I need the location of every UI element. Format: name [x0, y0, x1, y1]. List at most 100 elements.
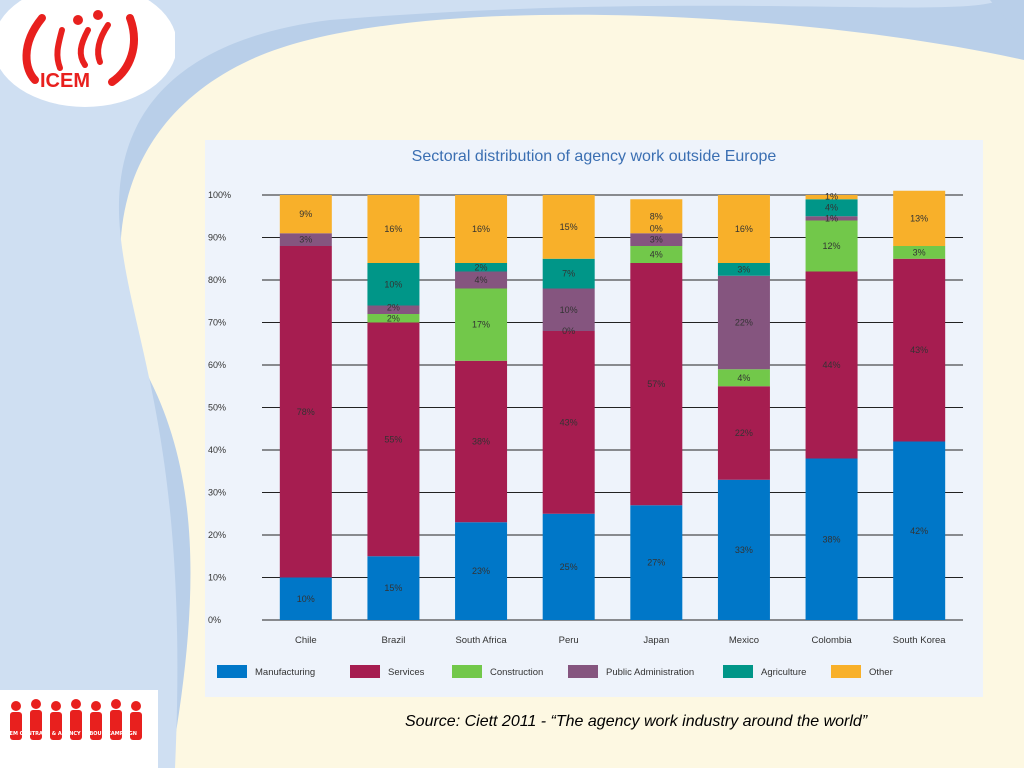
data-label: 16%: [472, 224, 490, 234]
data-label: 42%: [910, 526, 928, 536]
data-label: 15%: [560, 222, 578, 232]
x-tick-label: Brazil: [382, 635, 406, 646]
y-tick-label: 70%: [208, 318, 226, 328]
legend-swatch: [217, 665, 247, 678]
data-label: 27%: [647, 558, 665, 568]
data-label: 23%: [472, 566, 490, 576]
legend-label: Other: [869, 667, 893, 678]
bar-segment-manufacturing: [542, 513, 595, 620]
data-label: 1%: [825, 213, 838, 223]
bar-segment-services: [367, 322, 420, 557]
bar-segment-other: [279, 195, 332, 234]
data-label: 0%: [650, 224, 663, 234]
logo-text: ICEM: [40, 70, 90, 92]
bar-segment-services: [279, 246, 332, 578]
bar-segment-other: [630, 199, 683, 234]
data-label: 4%: [475, 275, 488, 285]
bar-segment-manufacturing: [630, 505, 683, 620]
data-label: 3%: [913, 247, 926, 257]
data-label: 22%: [735, 428, 753, 438]
data-label: 12%: [823, 241, 841, 251]
data-label: 22%: [735, 318, 753, 328]
bar-segment-public-administration: [455, 271, 508, 289]
data-label: 57%: [647, 379, 665, 389]
bar-segment-construction: [893, 246, 946, 259]
chart-title: Sectoral distribution of agency work out…: [412, 148, 777, 165]
bar-segment-public-administration: [542, 288, 595, 331]
data-label: 7%: [562, 269, 575, 279]
y-tick-label: 50%: [208, 403, 226, 413]
bar-segment-manufacturing: [367, 556, 420, 620]
y-tick-label: 60%: [208, 360, 226, 370]
data-label: 4%: [650, 250, 663, 260]
bar-segment-services: [630, 263, 683, 506]
svg-text:ICEM CONTRACT & AGENCY LABOUR: ICEM CONTRACT & AGENCY LABOUR CAMPAIGN: [4, 731, 137, 737]
bar-segment-agriculture: [717, 263, 770, 276]
campaign-logo: ICEM CONTRACT & AGENCY LABOUR CAMPAIGN: [0, 690, 158, 768]
bar-segment-manufacturing: [279, 577, 332, 620]
bar-segment-construction: [455, 288, 508, 361]
y-tick-label: 20%: [208, 530, 226, 540]
bar-segment-construction: [805, 220, 858, 272]
data-label: 15%: [384, 583, 402, 593]
bar-segment-public-administration: [630, 233, 683, 246]
data-label: 13%: [910, 213, 928, 223]
y-tick-label: 40%: [208, 445, 226, 455]
bar-segment-agriculture: [367, 263, 420, 306]
data-label: 17%: [472, 320, 490, 330]
x-tick-label: Chile: [295, 635, 317, 646]
data-label: 10%: [384, 279, 402, 289]
legend-swatch: [568, 665, 598, 678]
data-label: 38%: [472, 437, 490, 447]
data-label: 1%: [825, 191, 838, 201]
data-label: 43%: [560, 417, 578, 427]
data-label: 25%: [560, 562, 578, 572]
source-caption: Source: Ciett 2011 - “The agency work in…: [405, 713, 868, 730]
data-label: 3%: [650, 235, 663, 245]
bar-segment-other: [542, 195, 595, 259]
bar-segment-services: [717, 386, 770, 480]
data-label: 78%: [297, 407, 315, 417]
legend-swatch: [831, 665, 861, 678]
data-label: 2%: [475, 262, 488, 272]
x-tick-label: Japan: [643, 635, 669, 646]
data-label: 3%: [299, 235, 312, 245]
legend-swatch: [723, 665, 753, 678]
bar-segment-public-administration: [805, 216, 858, 221]
bar-segment-other: [893, 190, 946, 246]
x-tick-label: Mexico: [729, 635, 759, 646]
legend-label: Manufacturing: [255, 667, 315, 678]
x-tick-label: South Korea: [893, 635, 947, 646]
legend-label: Public Administration: [606, 667, 694, 678]
data-label: 0%: [562, 326, 575, 336]
data-label: 44%: [823, 360, 841, 370]
bar-segment-other: [367, 195, 420, 263]
data-label: 2%: [387, 313, 400, 323]
x-tick-label: Colombia: [811, 635, 852, 646]
bar-segment-manufacturing: [455, 522, 508, 620]
data-label: 4%: [825, 202, 838, 212]
data-label: 10%: [560, 305, 578, 315]
bar-segment-agriculture: [455, 263, 508, 272]
legend-swatch: [350, 665, 380, 678]
bar-segment-construction: [717, 369, 770, 387]
bar-segment-public-administration: [279, 233, 332, 246]
bar-segment-other: [805, 195, 858, 200]
data-label: 38%: [823, 534, 841, 544]
bar-segment-manufacturing: [893, 441, 946, 620]
bar-segment-manufacturing: [805, 458, 858, 620]
bar-segment-other: [717, 195, 770, 263]
legend-label: Services: [388, 667, 425, 678]
icem-logo: ICEM: [0, 0, 175, 107]
y-tick-label: 0%: [208, 615, 221, 625]
data-label: 55%: [384, 434, 402, 444]
bar-segment-services: [542, 331, 595, 514]
data-label: 4%: [737, 373, 750, 383]
bar-segment-services: [893, 258, 946, 442]
bar-segment-construction: [630, 246, 683, 263]
bar-segment-agriculture: [542, 258, 595, 289]
bar-segment-agriculture: [805, 199, 858, 217]
data-label: 43%: [910, 345, 928, 355]
bar-segment-public-administration: [717, 275, 770, 370]
x-tick-label: South Africa: [455, 635, 507, 646]
